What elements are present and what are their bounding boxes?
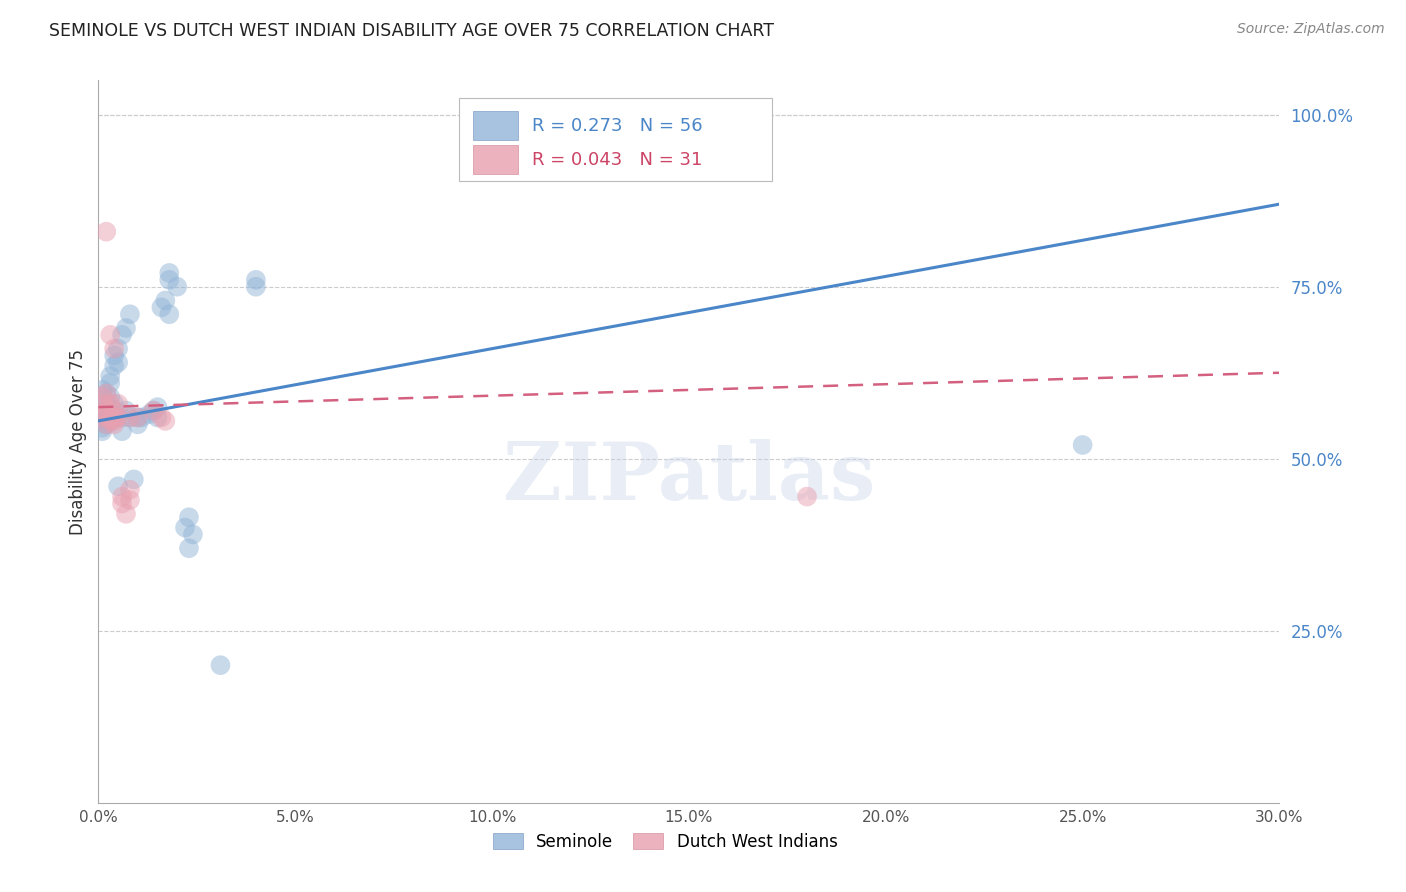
Text: SEMINOLE VS DUTCH WEST INDIAN DISABILITY AGE OVER 75 CORRELATION CHART: SEMINOLE VS DUTCH WEST INDIAN DISABILITY… <box>49 22 775 40</box>
Point <box>98 407 121 421</box>
Point <box>174 520 197 534</box>
Point <box>96 397 118 411</box>
Point <box>96 417 118 432</box>
Point <box>118 493 141 508</box>
Point <box>209 658 232 673</box>
Point <box>107 397 129 411</box>
Point <box>96 225 118 239</box>
Point <box>146 410 169 425</box>
Point <box>96 403 118 417</box>
Point <box>127 410 149 425</box>
Point <box>98 410 121 425</box>
Point <box>142 403 165 417</box>
Point <box>98 327 121 342</box>
Point <box>115 507 138 521</box>
Point <box>150 301 173 315</box>
Point <box>98 376 121 390</box>
Point <box>103 410 125 425</box>
Point <box>98 397 121 411</box>
Point <box>103 342 125 356</box>
Point <box>103 417 125 432</box>
Point <box>103 359 125 373</box>
FancyBboxPatch shape <box>472 145 517 174</box>
Text: R = 0.273   N = 56: R = 0.273 N = 56 <box>531 117 703 135</box>
Point <box>103 349 125 363</box>
Point <box>107 410 129 425</box>
Point <box>1071 438 1094 452</box>
Point <box>146 400 169 414</box>
Point <box>796 490 818 504</box>
Y-axis label: Disability Age Over 75: Disability Age Over 75 <box>69 349 87 534</box>
Point <box>118 410 141 425</box>
Point <box>127 410 149 425</box>
Point <box>96 386 118 401</box>
Point <box>177 510 200 524</box>
Point <box>103 397 125 411</box>
Point <box>118 410 141 425</box>
Point <box>91 390 114 404</box>
Text: ZIPatlas: ZIPatlas <box>503 439 875 516</box>
Point <box>127 417 149 432</box>
Point <box>103 403 125 417</box>
Point <box>91 424 114 438</box>
Point <box>91 400 114 414</box>
Point <box>115 403 138 417</box>
Point <box>177 541 200 556</box>
Point <box>103 414 125 428</box>
Point <box>131 410 153 425</box>
Point <box>122 472 145 486</box>
Point <box>138 407 160 421</box>
Point <box>103 410 125 425</box>
Point <box>181 527 204 541</box>
Point <box>150 410 173 425</box>
Point <box>155 293 177 308</box>
Point <box>245 273 267 287</box>
Point <box>245 279 267 293</box>
Point <box>118 483 141 497</box>
Point <box>118 307 141 321</box>
Point <box>107 479 129 493</box>
Point <box>98 414 121 428</box>
Point <box>91 407 114 421</box>
Point <box>111 496 134 510</box>
Point <box>155 414 177 428</box>
Point <box>96 403 118 417</box>
FancyBboxPatch shape <box>458 98 772 181</box>
Point <box>142 403 165 417</box>
Point <box>107 342 129 356</box>
Point <box>115 321 138 335</box>
Point <box>98 414 121 428</box>
Point <box>91 383 114 397</box>
Point <box>98 400 121 414</box>
Point <box>98 390 121 404</box>
Legend: Seminole, Dutch West Indians: Seminole, Dutch West Indians <box>485 825 846 860</box>
FancyBboxPatch shape <box>472 112 517 140</box>
Point <box>91 390 114 404</box>
Point <box>91 410 114 425</box>
Point <box>96 407 118 421</box>
Point <box>111 424 134 438</box>
Point <box>111 327 134 342</box>
Point <box>96 386 118 401</box>
Point <box>111 410 134 425</box>
Point <box>157 273 180 287</box>
Point <box>91 410 114 425</box>
Point <box>91 397 114 411</box>
Text: R = 0.043   N = 31: R = 0.043 N = 31 <box>531 151 702 169</box>
Point <box>96 412 118 426</box>
Point <box>157 307 180 321</box>
Point <box>98 369 121 384</box>
Point <box>96 417 118 432</box>
Point <box>157 266 180 280</box>
Point <box>111 490 134 504</box>
Point <box>91 421 114 435</box>
Point <box>107 355 129 369</box>
Text: Source: ZipAtlas.com: Source: ZipAtlas.com <box>1237 22 1385 37</box>
Point <box>166 279 188 293</box>
Point <box>103 403 125 417</box>
Point <box>91 414 114 428</box>
